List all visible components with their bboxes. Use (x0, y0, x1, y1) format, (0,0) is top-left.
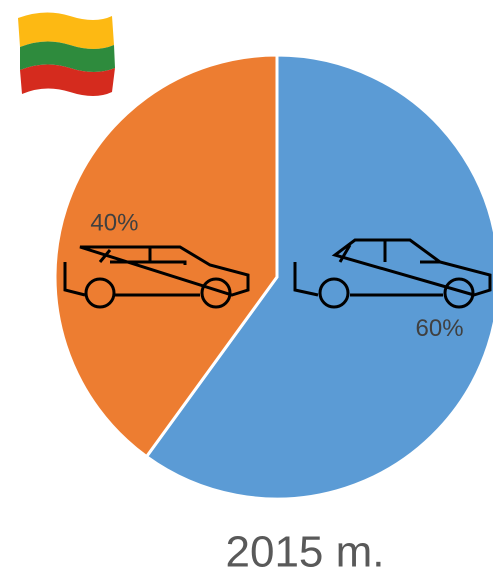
flag (18, 12, 115, 96)
chart: 2015 m. 60% 40% (0, 0, 493, 578)
pie (55, 55, 493, 499)
chart-title: 2015 m. (226, 528, 385, 577)
data-label: 40% (90, 210, 138, 237)
data-label: 60% (416, 315, 464, 342)
